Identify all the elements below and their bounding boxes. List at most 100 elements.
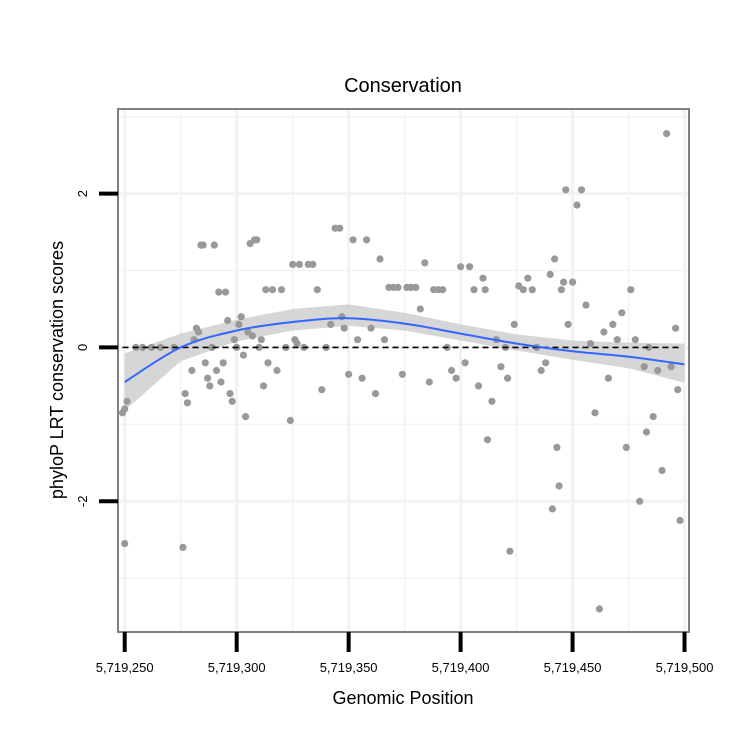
data-point <box>613 336 621 344</box>
data-point <box>674 386 682 394</box>
data-point <box>667 363 675 371</box>
x-tick-label: 5,719,350 <box>320 660 378 675</box>
data-point <box>367 324 375 332</box>
data-point <box>636 497 644 505</box>
data-point <box>273 366 281 375</box>
data-point <box>557 286 566 294</box>
chart-title: Conservation <box>344 75 462 97</box>
data-point <box>519 286 527 294</box>
x-tick-label: 5,719,250 <box>96 660 154 675</box>
data-point <box>327 320 335 328</box>
data-point <box>237 313 245 321</box>
panel-border <box>117 108 690 633</box>
data-point <box>421 259 429 267</box>
data-point <box>219 359 227 367</box>
data-point <box>609 320 617 328</box>
y-tick-label: 2 <box>75 190 90 197</box>
x-tick-label: 5,719,400 <box>432 660 490 675</box>
data-point <box>248 332 256 340</box>
data-point <box>586 340 595 348</box>
data-point <box>510 320 518 328</box>
data-point <box>257 336 265 344</box>
data-point <box>318 386 326 394</box>
data-point <box>183 399 191 407</box>
data-point <box>663 130 671 138</box>
data-point <box>293 340 301 348</box>
data-point <box>548 505 557 513</box>
data-point <box>195 328 203 336</box>
data-point <box>466 263 474 271</box>
data-point <box>208 343 216 351</box>
data-point <box>358 374 366 382</box>
data-point <box>336 224 344 232</box>
data-point <box>506 547 514 555</box>
data-point <box>416 305 424 313</box>
x-tick-label: 5,719,300 <box>208 660 266 675</box>
data-point <box>654 366 662 375</box>
data-point <box>289 260 297 268</box>
data-point <box>264 359 272 367</box>
data-point <box>235 320 243 328</box>
data-point <box>201 359 209 367</box>
data-point <box>148 343 156 351</box>
data-point <box>528 286 536 294</box>
data-point <box>156 343 165 351</box>
data-point <box>604 374 613 382</box>
data-point <box>242 413 250 421</box>
data-point <box>461 359 469 367</box>
data-point <box>600 328 608 336</box>
data-point <box>537 366 545 375</box>
data-point <box>349 236 357 244</box>
data-point <box>577 186 586 194</box>
data-point <box>204 374 212 382</box>
data-point <box>640 363 648 371</box>
data-point <box>631 336 639 344</box>
data-point <box>553 443 561 451</box>
data-point <box>546 270 554 278</box>
data-point <box>483 436 492 444</box>
data-point <box>560 278 568 286</box>
data-point <box>230 336 238 344</box>
data-point <box>277 286 286 294</box>
confidence-band <box>124 304 685 411</box>
data-point <box>481 286 489 294</box>
data-point <box>542 359 550 367</box>
data-point <box>672 324 680 332</box>
data-point <box>253 236 261 244</box>
data-point <box>121 540 129 548</box>
data-point <box>224 316 232 325</box>
data-point <box>228 397 236 405</box>
data-point <box>313 286 321 294</box>
data-point <box>470 286 478 294</box>
data-point <box>555 482 563 490</box>
data-point <box>474 382 483 390</box>
data-point <box>206 382 214 390</box>
data-point <box>642 428 651 436</box>
data-point <box>226 390 234 398</box>
data-point <box>188 366 196 375</box>
x-tick-label: 5,719,450 <box>544 660 602 675</box>
data-point <box>582 301 590 309</box>
data-point <box>181 390 189 398</box>
data-point <box>210 241 218 249</box>
data-point <box>262 286 270 294</box>
data-point <box>504 374 512 382</box>
data-point <box>295 260 303 268</box>
data-point <box>649 413 657 421</box>
y-tick-label: -2 <box>75 496 90 508</box>
data-point <box>212 366 221 375</box>
data-point <box>562 186 570 194</box>
x-axis-label: Genomic Position <box>332 688 473 708</box>
data-point <box>394 283 402 291</box>
data-point <box>569 278 577 286</box>
data-point <box>457 263 465 271</box>
data-point <box>497 363 505 371</box>
data-point <box>371 390 380 398</box>
data-point <box>268 286 277 294</box>
data-point <box>345 370 353 378</box>
data-point <box>658 466 666 475</box>
data-point <box>340 324 348 332</box>
data-point <box>551 255 559 263</box>
data-point <box>622 443 630 451</box>
y-tick-label: 0 <box>75 344 90 351</box>
